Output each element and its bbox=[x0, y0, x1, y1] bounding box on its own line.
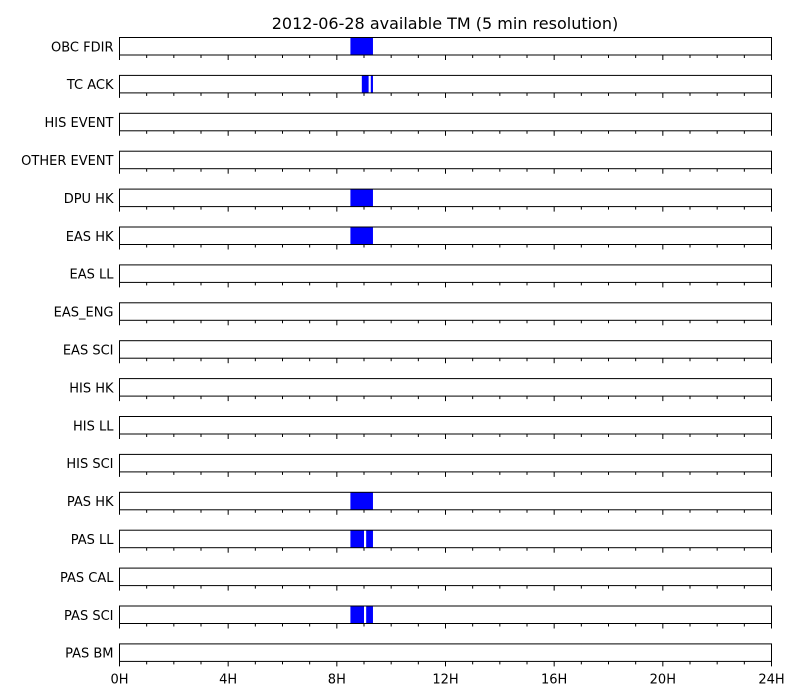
row-frame bbox=[119, 150, 772, 170]
x-axis: 0H 4H 8H 12H 16H 20H 24H bbox=[110, 672, 784, 687]
row-eas-hk: EAS HK bbox=[66, 226, 772, 250]
x-tick-label: 8H bbox=[328, 672, 346, 687]
rows-layer: OBC FDIR TC ACK HIS EVENT OTHER EVENT DPU HK… bbox=[21, 37, 772, 667]
row-label: HIS LL bbox=[73, 419, 114, 434]
row-his-ll: HIS LL bbox=[73, 416, 772, 439]
row-pas-sci: PAS SCI bbox=[64, 605, 772, 629]
availability-bar bbox=[350, 37, 373, 55]
x-tick-label: 12H bbox=[432, 672, 458, 687]
row-pas-hk: PAS HK bbox=[67, 491, 772, 515]
availability-bar bbox=[350, 189, 373, 207]
row-frame bbox=[119, 567, 772, 587]
availability-bar bbox=[370, 75, 373, 93]
row-label: DPU HK bbox=[64, 192, 114, 207]
row-label: PAS HK bbox=[67, 495, 114, 510]
row-frame bbox=[119, 37, 772, 56]
row-pas-cal: PAS CAL bbox=[60, 567, 772, 591]
availability-bar bbox=[361, 75, 369, 93]
row-frame bbox=[119, 226, 772, 245]
row-other-event: OTHER EVENT bbox=[21, 150, 772, 174]
row-label: HIS HK bbox=[69, 381, 114, 396]
row-label: EAS HK bbox=[66, 230, 114, 245]
row-label: PAS LL bbox=[71, 533, 115, 548]
row-frame bbox=[119, 74, 772, 94]
x-tick-label: 20H bbox=[650, 672, 676, 687]
row-label: EAS_ENG bbox=[54, 306, 114, 321]
availability-bar bbox=[366, 530, 373, 548]
row-tc-ack: TC ACK bbox=[66, 74, 772, 98]
row-his-hk: HIS HK bbox=[69, 378, 772, 402]
row-frame bbox=[119, 188, 772, 208]
row-frame bbox=[119, 416, 772, 435]
row-label: EAS SCI bbox=[63, 343, 114, 358]
x-tick-label: 0H bbox=[110, 672, 128, 687]
x-tick-label: 4H bbox=[219, 672, 237, 687]
availability-bar bbox=[350, 606, 364, 624]
row-frame bbox=[119, 643, 772, 662]
row-eas-sci: EAS SCI bbox=[63, 340, 772, 364]
availability-bar bbox=[350, 492, 373, 510]
row-dpu-hk: DPU HK bbox=[64, 188, 772, 212]
row-eas-eng: EAS_ENG bbox=[54, 302, 772, 326]
row-frame bbox=[119, 378, 772, 397]
row-obc-fdir: OBC FDIR bbox=[51, 37, 772, 60]
row-label: TC ACK bbox=[66, 78, 114, 93]
x-tick-label: 24H bbox=[758, 672, 784, 687]
chart-title: 2012-06-28 available TM (5 min resolutio… bbox=[272, 14, 618, 33]
row-his-sci: HIS SCI bbox=[66, 453, 772, 477]
row-label: OTHER EVENT bbox=[21, 154, 113, 169]
availability-bar bbox=[350, 530, 364, 548]
row-label: PAS CAL bbox=[60, 571, 114, 586]
row-frame bbox=[119, 302, 772, 321]
row-his-event: HIS EVENT bbox=[45, 112, 772, 136]
row-label: HIS EVENT bbox=[45, 116, 114, 131]
x-tick-label: 16H bbox=[541, 672, 567, 687]
row-label: PAS BM bbox=[65, 647, 113, 662]
row-frame bbox=[119, 264, 772, 283]
row-label: HIS SCI bbox=[66, 457, 113, 472]
availability-bar bbox=[350, 227, 373, 245]
row-label: PAS SCI bbox=[64, 609, 113, 624]
row-frame bbox=[119, 605, 772, 624]
row-pas-bm: PAS BM bbox=[65, 643, 772, 667]
row-frame bbox=[119, 529, 772, 549]
row-frame bbox=[119, 453, 772, 473]
row-frame bbox=[119, 491, 772, 511]
row-frame bbox=[119, 112, 772, 132]
row-eas-ll: EAS LL bbox=[70, 264, 772, 288]
row-frame bbox=[119, 340, 772, 359]
availability-bar bbox=[366, 606, 373, 624]
row-pas-ll: PAS LL bbox=[71, 529, 772, 553]
row-label: OBC FDIR bbox=[51, 40, 114, 55]
row-label: EAS LL bbox=[70, 268, 115, 283]
